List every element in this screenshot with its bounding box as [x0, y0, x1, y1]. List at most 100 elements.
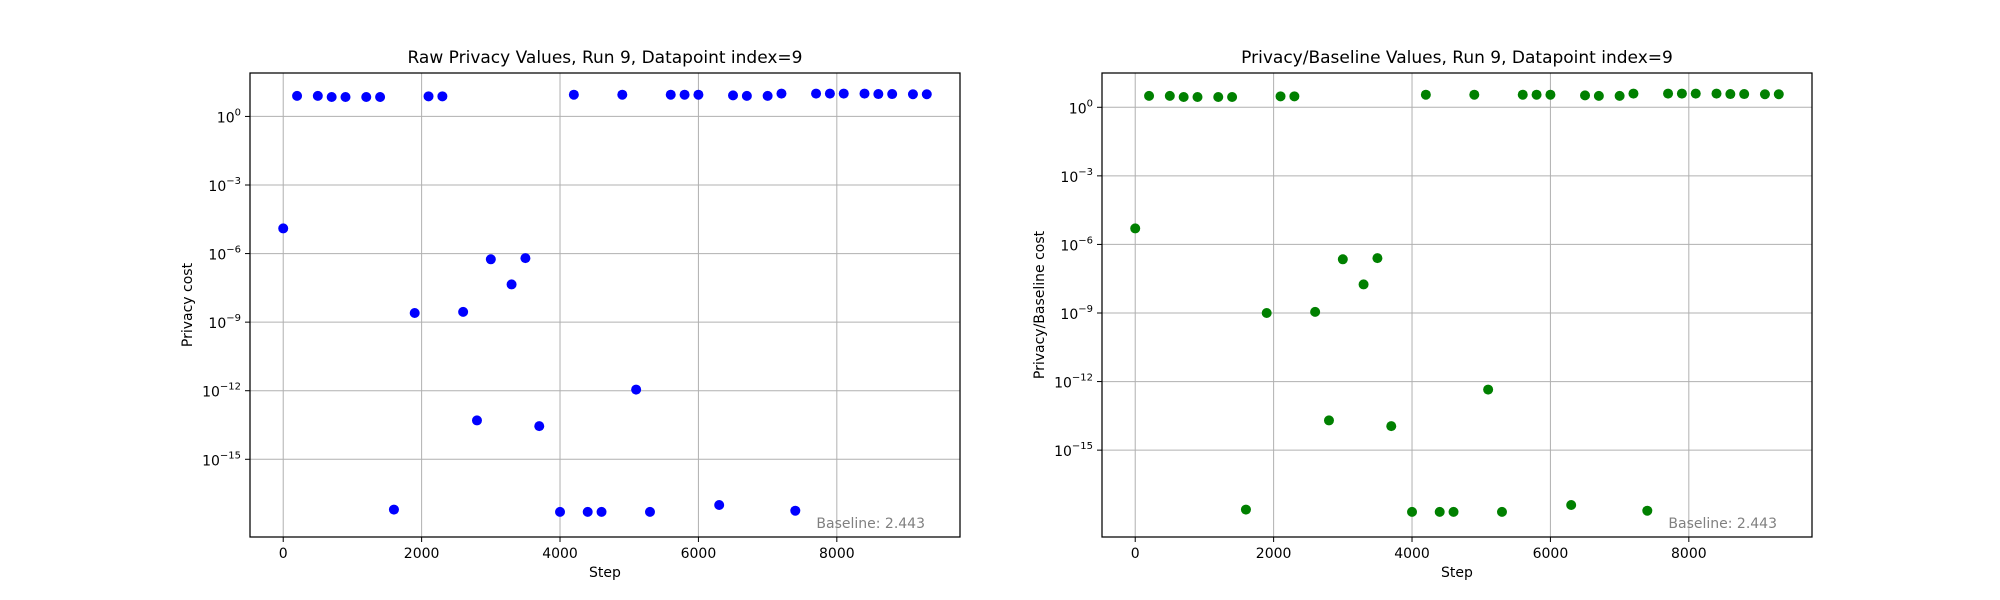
scatter-point: [631, 384, 642, 395]
scatter-point: [693, 89, 704, 100]
scatter-point: [1164, 90, 1175, 101]
scatter-point: [1690, 88, 1701, 99]
scatter-point: [520, 253, 531, 264]
scatter-point: [1531, 89, 1542, 100]
scatter-point: [326, 92, 337, 102]
scatter-point: [485, 254, 496, 265]
scatter-point: [1337, 254, 1348, 265]
scatter-point: [859, 88, 870, 99]
y-tick-label: 10−15: [202, 450, 241, 469]
scatter-point: [1642, 505, 1653, 516]
scatter-point: [617, 89, 628, 100]
scatter-point: [340, 92, 351, 102]
scatter-point: [1448, 506, 1459, 517]
scatter-point: [1566, 500, 1577, 510]
scatter-point: [1517, 89, 1528, 100]
y-axis-label: Privacy cost: [180, 262, 196, 347]
x-tick-label: 0: [279, 546, 288, 562]
x-tick-label: 8000: [1671, 546, 1707, 562]
plot-frame: [249, 72, 961, 538]
x-tick-label: 6000: [1533, 546, 1569, 562]
y-tick-label: 10−3: [208, 176, 241, 195]
y-tick-label: 10−15: [1054, 441, 1093, 460]
scatter-point: [790, 505, 801, 516]
chart-title: Raw Privacy Values, Run 9, Datapoint ind…: [407, 48, 802, 68]
x-tick-label: 8000: [819, 546, 855, 562]
raw-privacy-chart: Raw Privacy Values, Run 9, Datapoint ind…: [180, 48, 961, 581]
y-tick-label: 10−9: [1060, 304, 1093, 323]
scatter-point: [907, 89, 918, 100]
scatter-point: [1628, 88, 1639, 99]
scatter-point: [312, 90, 323, 101]
scatter-point: [1759, 89, 1770, 100]
y-tick-label: 10−3: [1060, 167, 1093, 186]
baseline-annotation: Baseline: 2.443: [1668, 516, 1777, 532]
scatter-point: [1580, 90, 1591, 101]
scatter-point: [1614, 90, 1625, 101]
y-tick-label: 10−12: [1054, 373, 1093, 392]
scatter-point: [644, 506, 655, 517]
scatter-point: [1240, 504, 1251, 515]
y-tick-label: 10−12: [202, 382, 241, 401]
chart-title: Privacy/Baseline Values, Run 9, Datapoin…: [1241, 48, 1673, 68]
data-points: [278, 88, 932, 517]
scatter-point: [679, 89, 690, 100]
x-tick-label: 6000: [681, 546, 717, 562]
x-tick-label: 0: [1131, 546, 1140, 562]
baseline-annotation: Baseline: 2.443: [816, 516, 925, 532]
scatter-point: [437, 91, 448, 102]
x-axis-label: Step: [589, 565, 621, 581]
y-axis-label: Privacy/Baseline cost: [1032, 230, 1048, 379]
scatter-point: [534, 421, 545, 432]
scatter-point: [1496, 506, 1507, 517]
scatter-point: [506, 279, 517, 290]
scatter-point: [1711, 88, 1722, 99]
scatter-point: [1676, 88, 1687, 99]
scatter-point: [1386, 421, 1397, 432]
scatter-point: [1593, 90, 1604, 101]
tick-labels: 0 2000 4000 6000 8000 100 10−3 10−6 10−9 10−12 10−…: [202, 107, 855, 562]
scatter-point: [873, 89, 884, 100]
scatter-point: [1434, 506, 1445, 517]
scatter-point: [1130, 223, 1141, 234]
scatter-point: [1773, 89, 1784, 100]
scatter-point: [776, 88, 787, 99]
scatter-point: [582, 506, 593, 517]
scatter-point: [741, 90, 752, 101]
scatter-point: [762, 90, 773, 101]
scatter-point: [1420, 89, 1431, 100]
scatter-point: [1663, 88, 1674, 99]
scatter-point: [728, 90, 739, 101]
scatter-point: [1469, 89, 1480, 100]
scatter-point: [458, 306, 469, 317]
scatter-point: [665, 89, 676, 100]
scatter-point: [838, 88, 849, 99]
scatter-point: [388, 504, 399, 515]
y-tick-label: 10−6: [208, 245, 241, 264]
scatter-point: [921, 89, 932, 100]
y-tick-label: 100: [1069, 98, 1093, 117]
scatter-point: [887, 89, 898, 100]
scatter-point: [555, 506, 566, 517]
x-axis-label: Step: [1441, 565, 1473, 581]
y-tick-label: 10−9: [208, 313, 241, 332]
scatter-point: [1358, 279, 1369, 290]
scatter-point: [1323, 415, 1334, 426]
scatter-point: [1739, 89, 1750, 100]
scatter-point: [423, 91, 434, 102]
data-points: [1130, 88, 1784, 517]
gridlines: [1102, 73, 1812, 537]
scatter-point: [1178, 92, 1189, 102]
tick-labels: 0 2000 4000 6000 8000 100 10−3 10−6 10−9 10−12 10−…: [1054, 98, 1707, 562]
x-tick-label: 4000: [542, 546, 578, 562]
scatter-point: [1261, 308, 1272, 318]
scatter-point: [1275, 91, 1286, 102]
scatter-point: [1289, 91, 1300, 102]
scatter-point: [361, 92, 372, 102]
scatter-point: [1213, 92, 1224, 102]
scatter-point: [1372, 253, 1383, 264]
scatter-point: [1144, 90, 1155, 101]
scatter-point: [1725, 89, 1736, 100]
privacy-baseline-chart: Privacy/Baseline Values, Run 9, Datapoin…: [1032, 48, 1813, 581]
